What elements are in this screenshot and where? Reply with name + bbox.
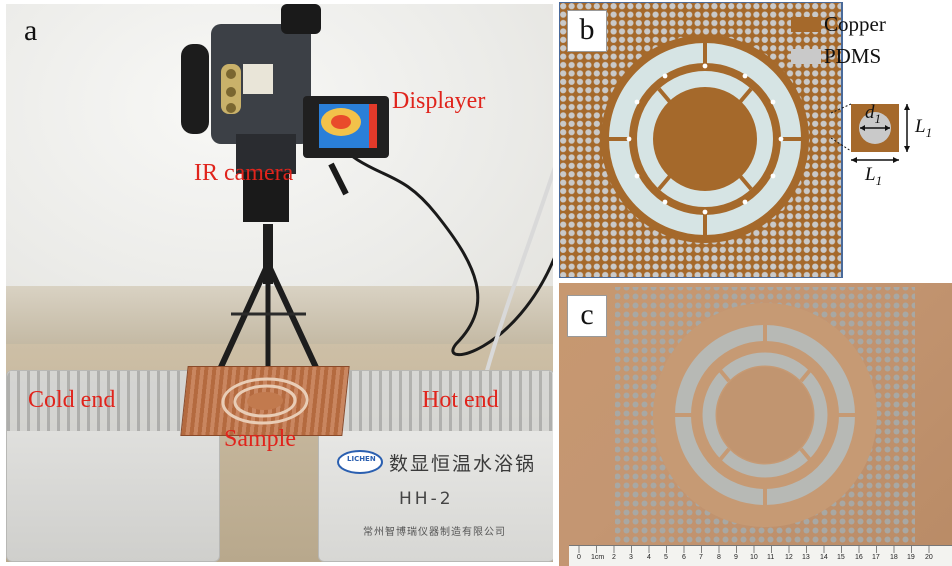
legend-pdms: PDMS	[791, 44, 881, 69]
ruler-number: 0	[577, 554, 581, 561]
legend-label-pdms: PDMS	[824, 44, 882, 68]
panel-a-photo: 数显恒温水浴锅 HH-2 常州智博瑞仪器制造有限公司 LICHEN a Disp…	[6, 4, 553, 562]
legend-copper: Copper	[791, 12, 886, 37]
panel-letter-a: a	[24, 14, 38, 47]
ruler-number: 19	[907, 554, 915, 561]
legend-swatch-pdms	[791, 49, 821, 64]
inner-ring	[702, 352, 828, 478]
panel-letter-b: b	[567, 10, 607, 52]
label-l1-bottom: L1	[865, 164, 883, 188]
legend-label-copper: Copper	[824, 12, 886, 36]
label-displayer: Displayer	[392, 88, 486, 114]
label-ir-camera: IR camera	[194, 160, 294, 186]
copper-ring-region	[601, 35, 809, 243]
ruler-number: 4	[647, 554, 651, 561]
ruler-number: 13	[802, 554, 810, 561]
ir-camera	[181, 4, 389, 222]
ruler-number: 7	[699, 554, 703, 561]
ruler-number: 9	[734, 554, 738, 561]
hot-water-bath: 数显恒温水浴锅 HH-2 常州智博瑞仪器制造有限公司 LICHEN	[318, 370, 553, 562]
ruler: 0 1cm 2 3 4 5 6 7 8 9 10 11 12 13 14 15 …	[569, 545, 952, 566]
brand-logo-icon	[337, 450, 383, 474]
label-l1-side: L1	[915, 116, 933, 140]
brand-logo-text: LICHEN	[347, 455, 376, 463]
panel-c-photo: c 0 1cm 2 3 4 5 6 7 8 9	[559, 283, 952, 566]
sample-plate	[180, 366, 350, 436]
ruler-ticks	[578, 546, 930, 553]
ruler-number: 17	[872, 554, 880, 561]
ruler-number: 1cm	[591, 554, 605, 561]
legend-swatch-copper	[791, 17, 821, 32]
sample-pattern	[221, 377, 309, 425]
ruler-number: 11	[767, 554, 775, 561]
bath-grille	[319, 371, 553, 431]
ruler-number: 14	[820, 554, 828, 561]
panel-letter-c: c	[567, 295, 607, 337]
ruler-number: 3	[629, 554, 633, 561]
ring-segment-gaps	[609, 43, 801, 235]
ruler-number: 10	[750, 554, 758, 561]
ruler-number: 20	[925, 554, 933, 561]
ruler-number: 2	[612, 554, 616, 561]
label-cold-end: Cold end	[28, 387, 116, 413]
ruler-number: 5	[664, 554, 668, 561]
ruler-number: 8	[717, 554, 721, 561]
label-hot-end: Hot end	[422, 387, 499, 413]
ruler-number: 6	[682, 554, 686, 561]
inner-pdms-ring	[637, 71, 773, 207]
label-d1: d1	[865, 102, 881, 126]
center-disk	[717, 367, 813, 463]
ring-holes	[626, 63, 784, 215]
ruler-number: 16	[855, 554, 863, 561]
ruler-number: 15	[837, 554, 845, 561]
ruler-number: 12	[785, 554, 793, 561]
device-name: 数显恒温水浴锅	[389, 453, 537, 475]
device-company: 常州智博瑞仪器制造有限公司	[363, 527, 506, 538]
device-model: HH-2	[399, 489, 454, 509]
fabricated-sample	[615, 287, 915, 545]
power-cable	[324, 132, 553, 375]
label-sample: Sample	[224, 426, 296, 452]
schematic-diagram	[559, 2, 910, 278]
ruler-number: 18	[890, 554, 898, 561]
panel-b-schematic: b Copper PDMS d1 L1 L1	[559, 2, 952, 278]
